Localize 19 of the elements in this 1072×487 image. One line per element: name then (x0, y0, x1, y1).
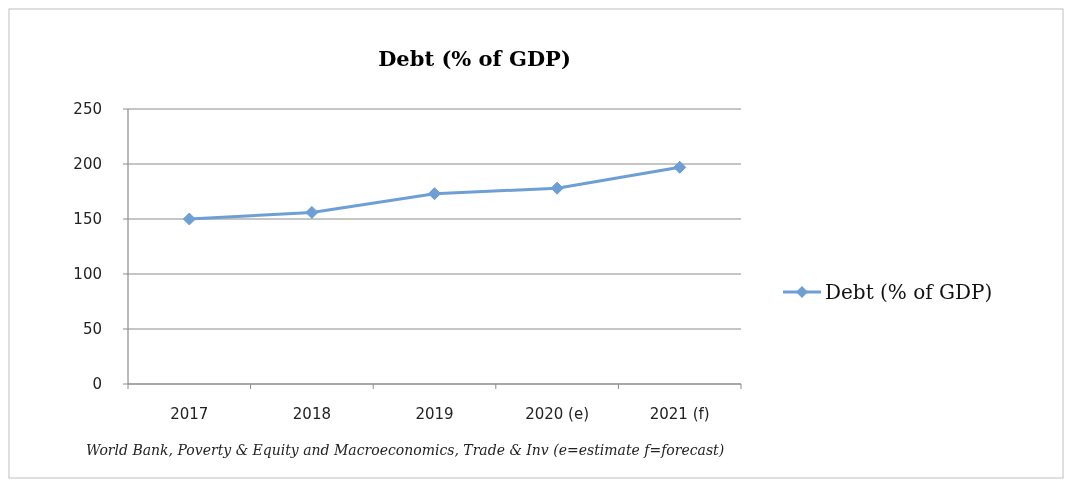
point (305, 205, 319, 219)
x-tick-label: 2017 (170, 405, 209, 423)
text: World Bank, Poverty & Equity and Macroeconomics, Trade & Inv (e=estimate f=forecast) (86, 442, 725, 458)
legend-label: Debt (% of GDP) (825, 280, 993, 304)
point (550, 181, 564, 195)
y-tick-label: 250 (73, 100, 102, 119)
y-tick-label: 0 (92, 375, 102, 394)
y-tick-label: 100 (73, 265, 102, 284)
y-tick-label: 200 (73, 155, 102, 174)
point (673, 160, 687, 174)
y-tick-label: 50 (82, 320, 102, 339)
x-tick-label: 2021 (f) (649, 405, 710, 423)
y-tick-label: 150 (73, 210, 102, 229)
x-tick-label: 2018 (292, 405, 331, 423)
x-tick-label: 2019 (415, 405, 454, 423)
point (428, 187, 441, 201)
x-tick-label: 2020 (e) (525, 405, 590, 423)
chart-title: Debt (% of GDP) (378, 46, 571, 71)
point (182, 212, 196, 226)
